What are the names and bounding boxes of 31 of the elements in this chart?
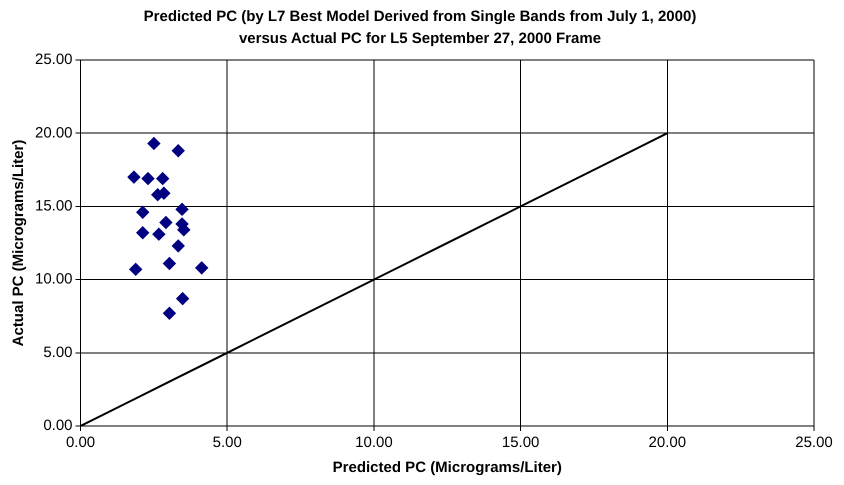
point bbox=[147, 136, 160, 150]
point bbox=[156, 172, 170, 186]
point bbox=[136, 206, 150, 219]
x-axis-title: Predicted PC (Micrograms/Liter) bbox=[332, 459, 562, 476]
x-tick-label: 20.00 bbox=[648, 434, 686, 452]
x-tick-label: 25.00 bbox=[795, 434, 833, 452]
point bbox=[195, 261, 208, 274]
point bbox=[159, 216, 172, 230]
y-tick-label: 5.00 bbox=[43, 344, 73, 361]
y-tick-label: 0.00 bbox=[43, 417, 73, 434]
x-tick-label: 15.00 bbox=[502, 434, 540, 452]
point bbox=[172, 144, 185, 158]
x-tick-label: 5.00 bbox=[212, 434, 242, 452]
y-tick-label: 15.00 bbox=[34, 198, 73, 215]
chart-title: Predicted PC (by L7 Best Model Derived from Single Bands from July 1, 2000) versus Actual PC for L5 September 27, 2000 Frame bbox=[142, 7, 698, 49]
point bbox=[127, 170, 140, 184]
y-tick-label: 10.00 bbox=[34, 270, 73, 288]
point bbox=[142, 172, 155, 186]
point bbox=[172, 239, 185, 252]
y-tick-label: 25.00 bbox=[34, 51, 73, 68]
y-tick-label: 20.00 bbox=[34, 124, 73, 142]
point bbox=[176, 292, 190, 306]
point bbox=[162, 306, 176, 320]
point bbox=[162, 256, 176, 270]
point bbox=[136, 226, 150, 240]
point bbox=[129, 262, 142, 276]
x-tick-label: 10.00 bbox=[355, 434, 393, 452]
point bbox=[152, 228, 166, 241]
y-axis-title: Actual PC (Micrograms/Liter) bbox=[10, 140, 28, 346]
point bbox=[176, 202, 189, 216]
x-tick-label: 0.00 bbox=[66, 434, 96, 452]
